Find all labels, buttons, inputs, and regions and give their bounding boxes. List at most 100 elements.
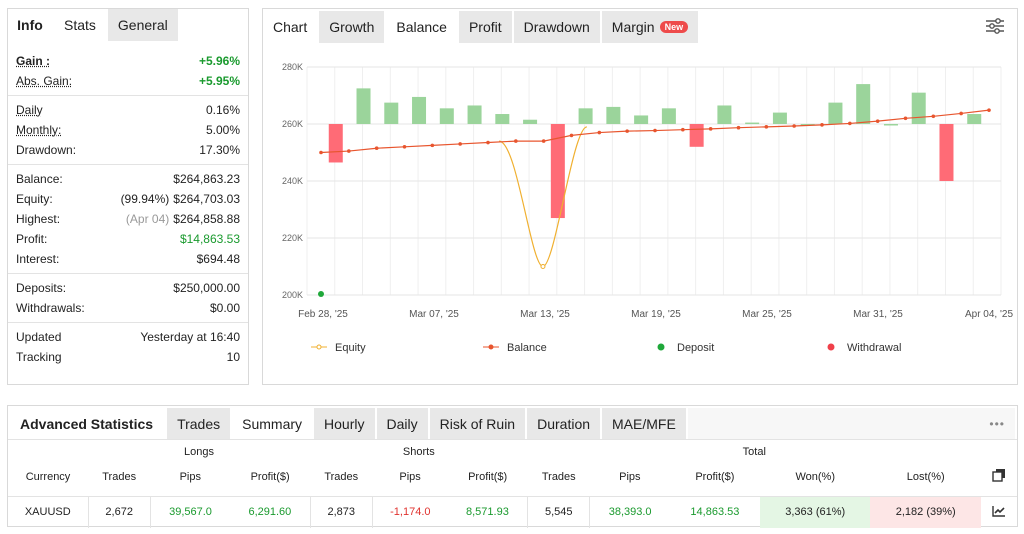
- settings-sliders-icon[interactable]: [985, 17, 1005, 35]
- tab-info[interactable]: Info: [8, 9, 54, 41]
- col-short-profit: Profit($): [447, 458, 528, 497]
- col-won: Won(%): [759, 458, 871, 497]
- stat-label[interactable]: Gain :: [16, 54, 51, 68]
- balance-point: [959, 111, 963, 116]
- summary-table: Longs Shorts Total Currency Trades Pips …: [8, 440, 1017, 528]
- col-long-trades: Trades: [88, 458, 151, 497]
- stat-value-wrap: $0.00: [210, 301, 240, 315]
- stat-value: 5.00%: [205, 123, 240, 137]
- chart-bar: [356, 88, 371, 124]
- stat-prefix: (99.94%): [120, 192, 170, 206]
- stat-value-wrap: (99.94%) $264,703.03: [121, 192, 240, 206]
- chart-bar: [745, 122, 760, 125]
- stat-value-wrap: 5.00%: [206, 123, 240, 137]
- stat-label: Drawdown:: [16, 143, 77, 157]
- chart-bar: [328, 124, 343, 163]
- tab-daily[interactable]: Daily: [376, 408, 430, 439]
- tab-stats[interactable]: Stats: [54, 9, 108, 41]
- stat-value: 17.30%: [199, 143, 240, 157]
- col-total-profit: Profit($): [669, 458, 760, 497]
- tab-summary[interactable]: Summary: [232, 408, 315, 439]
- balance-point: [430, 143, 435, 148]
- stat-row: Highest: (Apr 04) $264,858.88: [16, 209, 240, 229]
- tab-trades[interactable]: Trades: [167, 408, 233, 439]
- chart-tabs: Chart Growth Balance Profit Drawdown Mar…: [263, 11, 1017, 43]
- tab-balance[interactable]: Balance: [386, 11, 459, 43]
- stat-row: Balance: $264,863.23: [16, 169, 240, 189]
- stat-value: Yesterday at 16:40: [140, 330, 240, 344]
- stat-row: Updated Yesterday at 16:40: [16, 327, 240, 347]
- balance-point: [486, 140, 490, 145]
- stat-label: Balance:: [16, 172, 63, 186]
- x-tick-label: Mar 19, '25: [631, 309, 681, 320]
- x-tick-label: Mar 07, '25: [409, 309, 459, 320]
- stat-value-wrap: 0.16%: [206, 103, 240, 117]
- stat-row: Equity: (99.94%) $264,703.03: [16, 189, 240, 209]
- cell-total-pips: 38,393.0: [608, 506, 652, 519]
- chart-bar: [689, 124, 704, 147]
- chart-bar: [523, 119, 538, 124]
- group-shorts: Shorts: [402, 446, 435, 458]
- cell-long-trades: 2,672: [88, 496, 151, 528]
- y-tick-label: 220K: [282, 233, 303, 243]
- balance-point: [931, 114, 936, 119]
- stats-group: Gain : +5.96% Abs. Gain: +5.95%: [8, 47, 248, 95]
- balance-point: [319, 150, 323, 155]
- column-header-row: Currency Trades Pips Profit($) Trades Pi…: [8, 458, 1017, 497]
- balance-point: [514, 139, 518, 143]
- stat-row: Drawdown: 17.30%: [16, 140, 240, 160]
- tab-chart[interactable]: Chart: [263, 11, 320, 43]
- legend-label: Withdrawal: [847, 342, 901, 354]
- stat-label: Withdrawals:: [16, 301, 85, 315]
- x-tick-label: Mar 13, '25: [520, 309, 570, 320]
- stats-group: Deposits: $250,000.00 Withdrawals: $0.00: [8, 273, 248, 322]
- balance-point: [681, 127, 685, 132]
- equity-point: [540, 264, 546, 269]
- stat-value-wrap: 17.30%: [199, 143, 240, 157]
- legend-dot-icon: [657, 343, 665, 351]
- advanced-title: Advanced Statistics: [8, 408, 168, 439]
- more-options-icon[interactable]: •••: [979, 408, 1017, 439]
- cell-total-trades: 5,545: [527, 496, 591, 528]
- stat-row: Deposits: $250,000.00: [16, 278, 240, 298]
- stat-row: Abs. Gain: +5.95%: [16, 71, 240, 91]
- tab-drawdown[interactable]: Drawdown: [513, 11, 602, 43]
- equity-line: [498, 126, 588, 268]
- stat-value: $250,000.00: [173, 281, 240, 295]
- legend-label: Balance: [507, 342, 547, 354]
- stat-value: $264,858.88: [173, 212, 240, 226]
- chart-bar: [661, 108, 676, 124]
- chart-bar: [828, 102, 843, 124]
- col-short-trades: Trades: [310, 458, 373, 497]
- stat-value: $14,863.53: [179, 232, 240, 246]
- stat-row: Profit: $14,863.53: [16, 229, 240, 249]
- tab-profit[interactable]: Profit: [458, 11, 514, 43]
- deposit-point: [318, 291, 324, 297]
- legend-dot-icon: [827, 343, 835, 351]
- copy-icon[interactable]: [981, 458, 1017, 497]
- tab-growth[interactable]: Growth: [319, 11, 387, 43]
- balance-point: [458, 142, 462, 146]
- tab-mae-mfe[interactable]: MAE/MFE: [602, 408, 688, 439]
- tab-hourly[interactable]: Hourly: [314, 408, 377, 439]
- cell-total-profit: 14,863.53: [690, 506, 740, 519]
- balance-point: [848, 121, 852, 126]
- legend-marker: [488, 344, 494, 350]
- tab-general[interactable]: General: [107, 9, 180, 41]
- group-header-row: Longs Shorts Total: [8, 440, 1017, 458]
- y-tick-label: 200K: [282, 290, 303, 300]
- stat-label[interactable]: Abs. Gain:: [16, 74, 73, 88]
- tab-duration[interactable]: Duration: [527, 408, 603, 439]
- y-tick-label: 260K: [282, 119, 303, 129]
- x-tick-label: Mar 25, '25: [742, 309, 792, 320]
- legend-marker: [316, 344, 322, 350]
- balance-point: [987, 108, 991, 112]
- stat-label[interactable]: Daily: [16, 103, 43, 117]
- cell-short-profit: 8,571.93: [447, 496, 529, 528]
- chart-line-icon[interactable]: [981, 496, 1017, 528]
- chart-bar: [384, 102, 399, 124]
- tab-risk-of-ruin[interactable]: Risk of Ruin: [429, 408, 528, 439]
- tab-margin[interactable]: Margin New: [601, 11, 701, 43]
- stat-value-wrap: Yesterday at 16:40: [140, 330, 240, 344]
- stat-label[interactable]: Monthly:: [16, 123, 62, 137]
